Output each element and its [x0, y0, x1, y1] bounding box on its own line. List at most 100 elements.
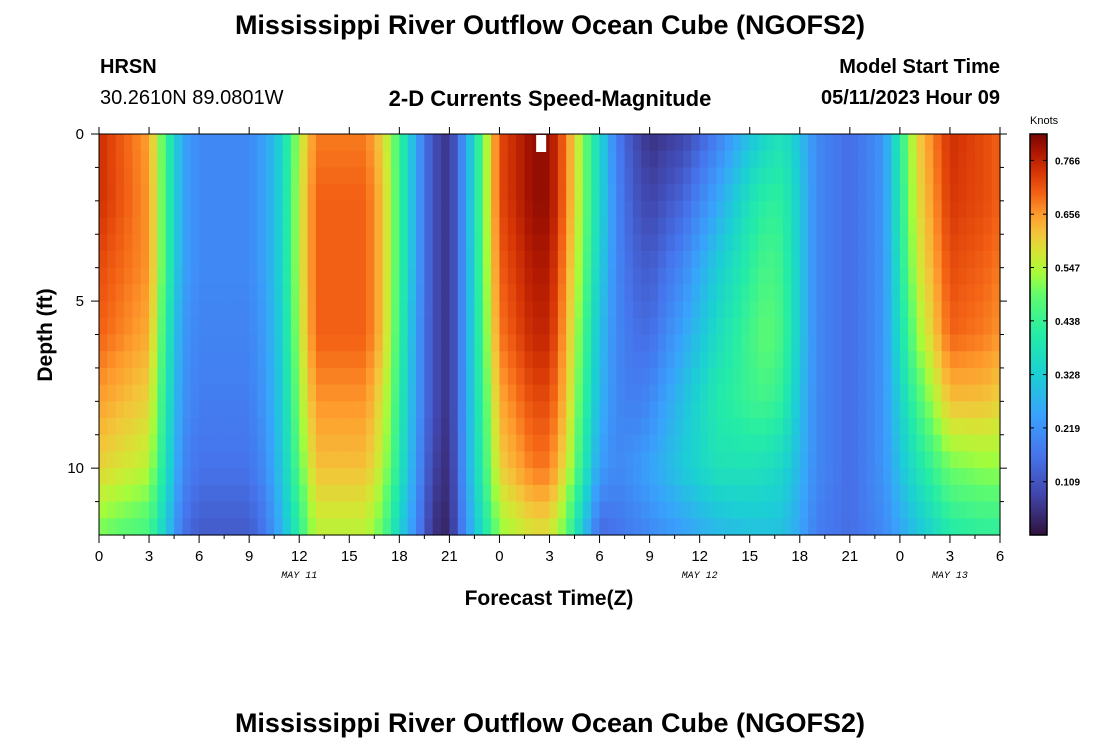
- heatmap-cell: [674, 134, 684, 152]
- heatmap-cell: [441, 284, 450, 302]
- heatmap-cell: [833, 200, 843, 219]
- heatmap-cell: [299, 384, 309, 402]
- heatmap-cell: [190, 134, 200, 152]
- heatmap-cell: [315, 317, 325, 336]
- heatmap-cell: [833, 334, 843, 352]
- heatmap-cell: [816, 334, 826, 352]
- heatmap-cell: [799, 150, 809, 169]
- heatmap-cell: [541, 250, 551, 269]
- heatmap-cell: [190, 317, 200, 336]
- heatmap-cell: [799, 367, 809, 386]
- heatmap-cell: [758, 518, 767, 536]
- heatmap-cell: [399, 250, 409, 269]
- heatmap-cell: [541, 267, 551, 285]
- heatmap-cell: [649, 501, 659, 519]
- heatmap-cell: [274, 401, 284, 419]
- heatmap-cell: [833, 418, 843, 436]
- heatmap-cell: [607, 484, 617, 503]
- heatmap-cell: [666, 451, 676, 469]
- heatmap-cell: [866, 134, 876, 152]
- heatmap-cell: [741, 200, 751, 219]
- heatmap-cell: [657, 250, 667, 269]
- heatmap-cell: [758, 134, 767, 152]
- heatmap-cell: [691, 334, 701, 352]
- heatmap-cell: [124, 134, 133, 152]
- heatmap-cell: [257, 134, 267, 152]
- heatmap-cell: [808, 317, 818, 336]
- heatmap-cell: [808, 468, 818, 486]
- heatmap-cell: [849, 184, 859, 202]
- heatmap-cell: [808, 167, 818, 185]
- heatmap-cell: [307, 451, 317, 469]
- heatmap-cell: [783, 284, 793, 302]
- heatmap-cell: [107, 250, 117, 269]
- heatmap-cell: [524, 468, 534, 486]
- heatmap-cell: [282, 367, 292, 386]
- heatmap-cell: [657, 200, 667, 219]
- heatmap-cell: [165, 301, 175, 319]
- heatmap-cell: [507, 434, 517, 453]
- heatmap-cell: [224, 401, 234, 419]
- heatmap-cell: [799, 267, 809, 285]
- heatmap-cell: [824, 451, 834, 469]
- heatmap-cell: [641, 317, 651, 336]
- heatmap-cell: [649, 217, 659, 235]
- heatmap-cell: [274, 250, 284, 269]
- heatmap-cell: [682, 367, 692, 386]
- heatmap-cell: [357, 484, 367, 503]
- heatmap-cell: [983, 150, 993, 169]
- heatmap-cell: [849, 234, 859, 252]
- heatmap-cell: [733, 167, 742, 185]
- heatmap-cell: [716, 434, 726, 453]
- heatmap-cell: [649, 250, 659, 269]
- heatmap-cell: [899, 301, 909, 319]
- heatmap-cell: [282, 334, 292, 352]
- heatmap-cell: [491, 317, 501, 336]
- heatmap-cell: [816, 134, 826, 152]
- heatmap-cell: [115, 267, 125, 285]
- heatmap-cell: [140, 451, 150, 469]
- heatmap-cell: [357, 167, 367, 185]
- heatmap-cell: [566, 451, 576, 469]
- heatmap-cell: [799, 167, 809, 185]
- heatmap-cell: [849, 418, 859, 436]
- heatmap-cell: [449, 150, 459, 169]
- heatmap-cell: [499, 234, 509, 252]
- heatmap-cell: [816, 217, 826, 235]
- heatmap-cell: [524, 518, 534, 536]
- heatmap-cell: [474, 134, 484, 152]
- heatmap-cell: [991, 284, 1001, 302]
- heatmap-cell: [724, 284, 734, 302]
- heatmap-cell: [674, 250, 684, 269]
- heatmap-cell: [207, 301, 217, 319]
- heatmap-cell: [708, 451, 717, 469]
- heatmap-cell: [466, 484, 476, 503]
- heatmap-cell: [232, 167, 242, 185]
- heatmap-cell: [324, 250, 334, 269]
- heatmap-cell: [132, 367, 142, 386]
- heatmap-cell: [332, 150, 342, 169]
- heatmap-cell: [666, 200, 676, 219]
- x-tick-label: 9: [245, 548, 253, 565]
- heatmap-cell: [532, 468, 542, 486]
- heatmap-cell: [657, 317, 667, 336]
- heatmap-cell: [157, 401, 167, 419]
- heatmap-cell: [749, 484, 759, 503]
- heatmap-cell: [282, 234, 292, 252]
- heatmap-cell: [816, 501, 826, 519]
- heatmap-cell: [741, 418, 751, 436]
- heatmap-cell: [699, 334, 709, 352]
- heatmap-cell: [132, 518, 142, 536]
- heatmap-cell: [574, 317, 584, 336]
- heatmap-cell: [641, 384, 651, 402]
- heatmap-cell: [574, 367, 584, 386]
- heatmap-cell: [799, 134, 809, 152]
- heatmap-cell: [574, 484, 584, 503]
- heatmap-cell: [532, 150, 542, 169]
- heatmap-cell: [824, 351, 834, 369]
- heatmap-cell: [774, 434, 784, 453]
- heatmap-cell: [374, 134, 384, 152]
- heatmap-cell: [416, 518, 425, 536]
- heatmap-cell: [507, 334, 517, 352]
- heatmap-cell: [649, 351, 659, 369]
